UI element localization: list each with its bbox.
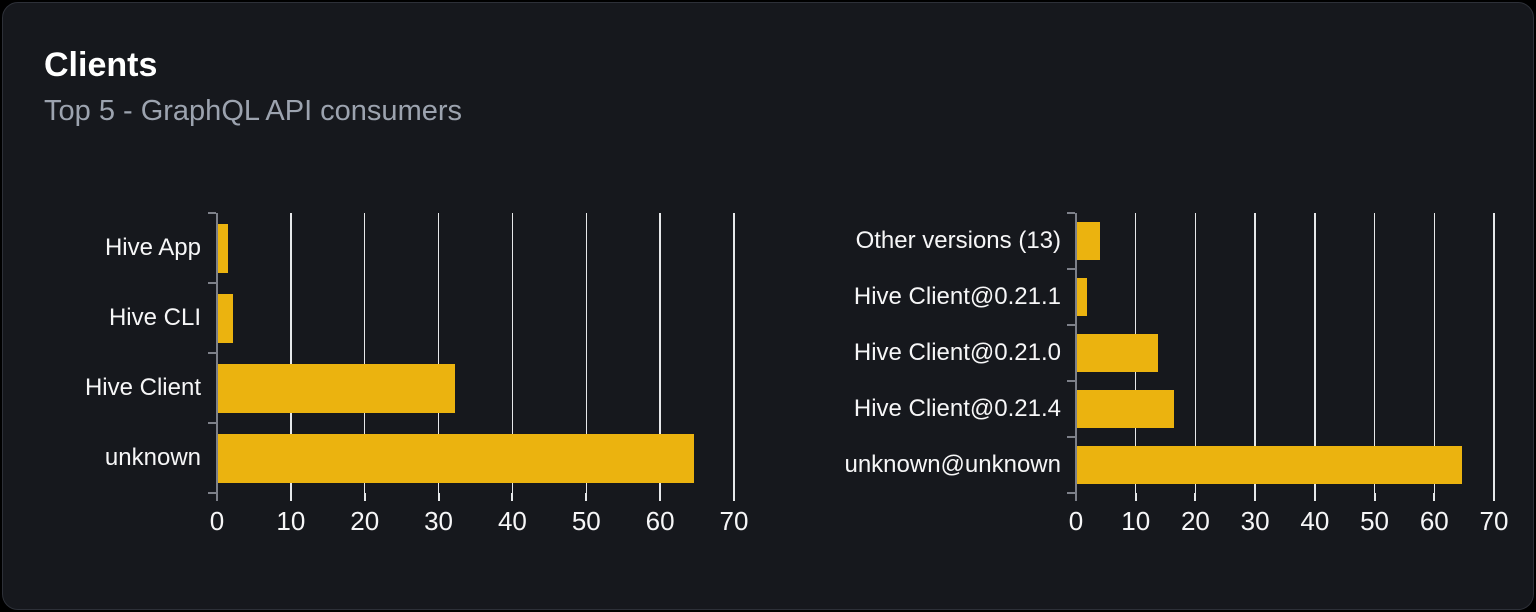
x-tick-label: 40 bbox=[497, 506, 527, 536]
x-axis-tick bbox=[1373, 493, 1376, 501]
category-label: Hive Client@0.21.1 bbox=[853, 283, 1061, 310]
x-axis-tick bbox=[363, 493, 366, 501]
gridline bbox=[363, 213, 366, 493]
bar bbox=[217, 363, 455, 413]
x-axis-tick bbox=[733, 493, 735, 501]
bar bbox=[1076, 334, 1159, 372]
bar bbox=[1076, 390, 1174, 428]
x-tick-label: 40 bbox=[1300, 506, 1330, 536]
x-tick-label: 20 bbox=[350, 506, 380, 536]
x-tick-label: 60 bbox=[645, 506, 675, 536]
x-axis-tick bbox=[511, 493, 514, 501]
x-axis-tick bbox=[1254, 493, 1257, 501]
bar bbox=[217, 433, 694, 483]
gridline bbox=[659, 213, 661, 493]
bar bbox=[217, 293, 233, 343]
x-tick-label: 70 bbox=[1479, 506, 1509, 536]
x-tick-label: 50 bbox=[571, 506, 601, 536]
y-axis-line bbox=[1074, 213, 1077, 493]
y-axis-tick bbox=[1066, 380, 1075, 382]
y-axis-tick bbox=[1066, 212, 1075, 214]
gridline bbox=[437, 213, 440, 493]
x-axis-tick bbox=[216, 493, 218, 501]
card-subtitle: Top 5 - GraphQL API consumers bbox=[44, 95, 463, 127]
x-axis-tick bbox=[585, 493, 588, 501]
gridline bbox=[1433, 213, 1436, 493]
gridline bbox=[585, 213, 588, 493]
x-axis-tick bbox=[1493, 493, 1495, 501]
category-label: Hive Client bbox=[84, 374, 201, 401]
gridline bbox=[1254, 213, 1256, 493]
y-axis-tick bbox=[1066, 268, 1075, 270]
bar bbox=[1076, 446, 1462, 484]
x-tick-label: 50 bbox=[1360, 506, 1390, 536]
gridline bbox=[733, 213, 735, 493]
x-tick-label: 10 bbox=[276, 506, 306, 536]
y-axis-line bbox=[215, 213, 218, 493]
y-axis-tick bbox=[207, 422, 216, 424]
x-axis-tick bbox=[1433, 493, 1436, 501]
x-axis-tick bbox=[1194, 493, 1197, 501]
y-axis-tick bbox=[207, 282, 216, 284]
x-tick-label: 30 bbox=[424, 506, 454, 536]
gridline bbox=[1493, 213, 1495, 493]
x-tick-label: 60 bbox=[1419, 506, 1449, 536]
x-axis-tick bbox=[1313, 493, 1316, 501]
y-axis-tick bbox=[1066, 436, 1075, 438]
category-label: Other versions (13) bbox=[855, 227, 1061, 254]
x-tick-label: 30 bbox=[1240, 506, 1270, 536]
x-axis-tick bbox=[1075, 493, 1077, 501]
category-label: Hive Client@0.21.0 bbox=[853, 339, 1061, 366]
bar bbox=[1076, 278, 1087, 316]
x-tick-label: 10 bbox=[1121, 506, 1151, 536]
x-axis-tick bbox=[289, 493, 292, 501]
category-label: Hive App bbox=[104, 234, 201, 261]
category-label: Hive Client@0.21.4 bbox=[853, 395, 1061, 422]
x-axis-tick bbox=[1134, 493, 1137, 501]
gridline bbox=[1194, 213, 1197, 493]
category-label: unknown bbox=[104, 444, 201, 471]
x-axis-tick bbox=[659, 493, 662, 501]
category-label: unknown@unknown bbox=[844, 451, 1061, 478]
gridline bbox=[290, 213, 292, 493]
y-axis-tick bbox=[1066, 324, 1075, 326]
gridline bbox=[1314, 213, 1316, 493]
category-label: Hive CLI bbox=[108, 304, 201, 331]
x-axis-tick bbox=[437, 493, 440, 501]
y-axis-tick bbox=[207, 212, 216, 214]
y-axis-tick bbox=[1066, 492, 1075, 494]
gridline bbox=[1373, 213, 1376, 493]
x-tick-label: 0 bbox=[209, 506, 225, 536]
gridline bbox=[511, 213, 514, 493]
bar bbox=[1076, 222, 1100, 260]
y-axis-tick bbox=[207, 492, 216, 494]
bar bbox=[217, 223, 228, 273]
card-title: Clients bbox=[44, 46, 158, 84]
x-tick-label: 70 bbox=[719, 506, 749, 536]
y-axis-tick bbox=[207, 352, 216, 354]
x-tick-label: 0 bbox=[1068, 506, 1084, 536]
x-tick-label: 20 bbox=[1180, 506, 1210, 536]
gridline bbox=[1134, 213, 1137, 493]
